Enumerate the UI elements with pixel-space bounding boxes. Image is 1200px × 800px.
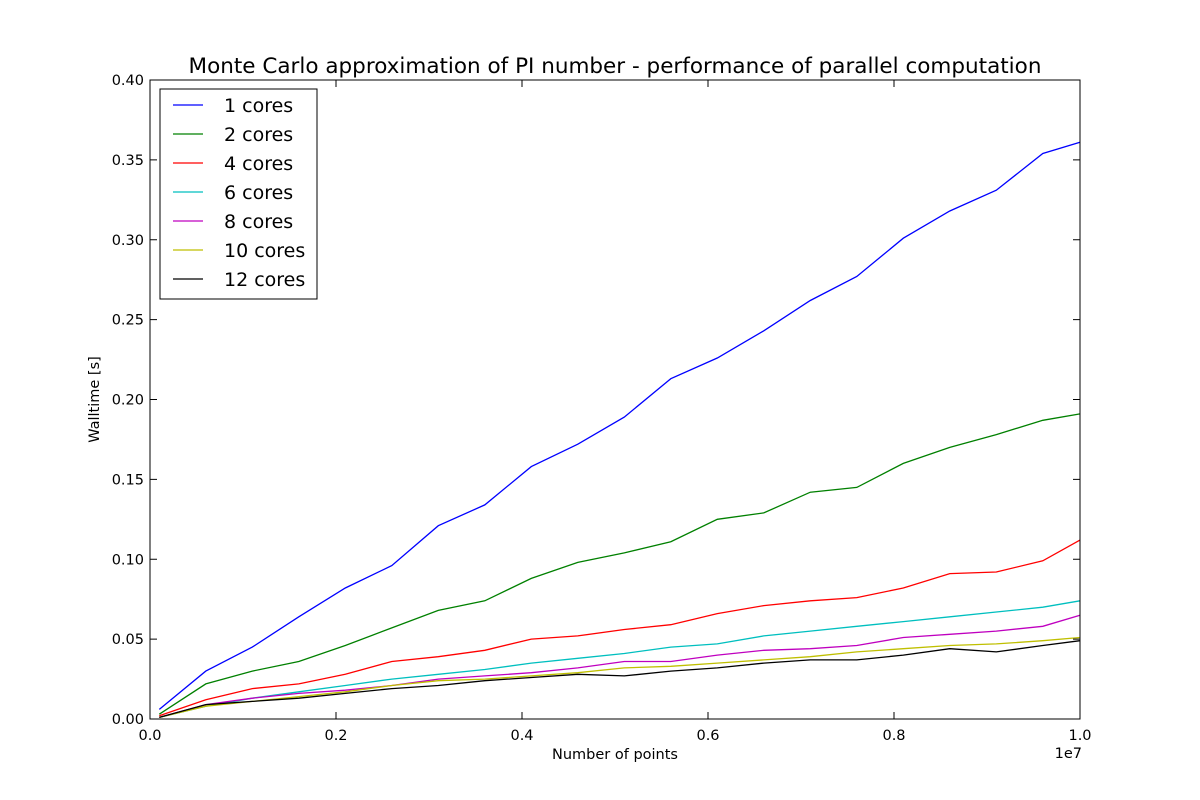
series-lines <box>158 141 1081 719</box>
y-tick-label: 0.30 <box>112 233 144 249</box>
legend-label: 8 cores <box>224 211 293 233</box>
series-line-4 <box>159 600 1081 719</box>
legend-label: 6 cores <box>224 182 293 204</box>
y-tick-label: 0.20 <box>112 393 144 409</box>
y-axis-label: Walltime [s] <box>87 356 103 443</box>
x-axis-ticks: 0.0 0.2 0.4 0.6 0.8 1.0 <box>138 80 1092 744</box>
x-tick-label: 0.8 <box>882 728 905 744</box>
x-tick-label: 0.4 <box>510 728 533 744</box>
legend-frame <box>159 88 318 300</box>
y-tick-label: 0.35 <box>112 153 144 169</box>
y-tick-label: 0.40 <box>112 73 144 89</box>
legend-entries: 1 cores 2 cores 4 cores 6 cores 8 cores 10 co… <box>173 95 305 291</box>
y-tick-label: 0.15 <box>112 472 144 488</box>
series-line-5 <box>159 614 1081 719</box>
x-tick-label: 0.2 <box>324 728 347 744</box>
x-tick-label: 1.0 <box>1068 728 1091 744</box>
legend-label: 2 cores <box>224 124 293 146</box>
y-tick-label: 0.10 <box>112 552 144 568</box>
series-line-3 <box>159 539 1081 717</box>
y-axis-ticks: 0.00 0.05 0.10 0.15 0.20 0.25 0.30 0.35 0.40 <box>112 73 1080 728</box>
chart-title: Monte Carlo approximation of PI number -… <box>189 54 1042 79</box>
x-tick-label: 0.6 <box>696 728 719 744</box>
y-tick-label: 0.25 <box>112 313 144 329</box>
legend-label: 10 cores <box>224 240 305 262</box>
series-line-7 <box>159 640 1081 719</box>
x-axis-label: Number of points <box>552 747 678 763</box>
legend-label: 1 cores <box>224 95 293 117</box>
series-line-2 <box>158 413 1081 715</box>
x-axis-offset-label: 1e7 <box>1055 746 1082 762</box>
series-line-6 <box>159 636 1081 719</box>
x-tick-label: 0.0 <box>138 728 161 744</box>
legend: 1 cores 2 cores 4 cores 6 cores 8 cores 10 co… <box>159 88 318 300</box>
legend-label: 4 cores <box>224 153 293 175</box>
y-tick-label: 0.05 <box>112 632 144 648</box>
y-tick-label: 0.00 <box>112 712 144 728</box>
series-line-1 <box>158 141 1081 710</box>
legend-label: 12 cores <box>224 269 305 291</box>
